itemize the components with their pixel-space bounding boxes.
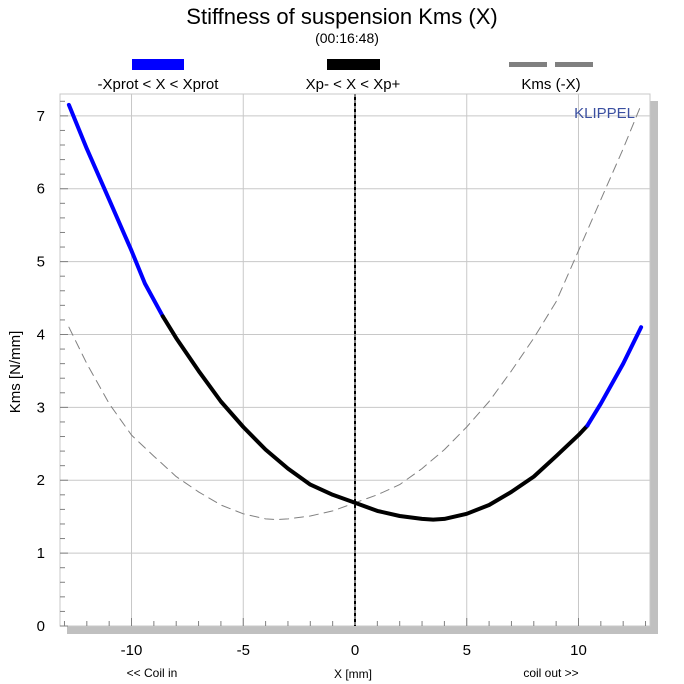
y-tick-label: 5 — [37, 254, 45, 271]
x-axis-label: X [mm] — [334, 667, 372, 681]
legend: -Xprot < X < Xprot Xp- < X < Xp+ Kms (-X… — [98, 59, 593, 93]
chart-subtitle: (00:16:48) — [315, 30, 379, 46]
x-tick-label: -5 — [237, 642, 250, 659]
legend-label-mirror: Kms (-X) — [521, 76, 580, 93]
legend-swatch-mirror-a — [509, 62, 547, 67]
y-tick-label: 0 — [37, 618, 45, 635]
legend-swatch-prot — [132, 59, 184, 70]
series-prot-line — [66, 102, 165, 319]
legend-swatch-mirror-b — [555, 62, 593, 67]
x-tick-label: 5 — [463, 642, 471, 659]
y-tick-label: 4 — [37, 326, 45, 343]
y-axis-ticks: 0 1 2 3 4 5 6 7 — [37, 100, 68, 635]
x-tick-label: 0 — [351, 642, 359, 659]
legend-swatch-xp — [327, 59, 380, 70]
x-tick-label: -10 — [121, 642, 143, 659]
legend-label-xp: Xp- < X < Xp+ — [306, 76, 401, 93]
series-prot-line — [585, 325, 644, 428]
series-group — [66, 102, 644, 522]
y-tick-label: 6 — [37, 181, 45, 198]
y-tick-label: 3 — [37, 399, 45, 416]
x-axis-ticks: -10 -5 0 5 10 — [63, 618, 647, 659]
x-axis-label-left: << Coil in — [127, 666, 178, 680]
x-tick-label: 10 — [570, 642, 587, 659]
y-tick-label: 2 — [37, 472, 45, 489]
legend-label-prot: -Xprot < X < Xprot — [98, 76, 220, 93]
y-axis-label: Kms [N/mm] — [7, 331, 24, 414]
x-axis-label-right: coil out >> — [523, 666, 578, 680]
series-mirror-line — [68, 104, 642, 521]
chart-title: Stiffness of suspension Kms (X) — [186, 4, 497, 29]
y-tick-label: 1 — [37, 545, 45, 562]
watermark: KLIPPEL — [574, 105, 635, 122]
series-xp-line — [160, 314, 590, 522]
y-tick-label: 7 — [37, 108, 45, 125]
